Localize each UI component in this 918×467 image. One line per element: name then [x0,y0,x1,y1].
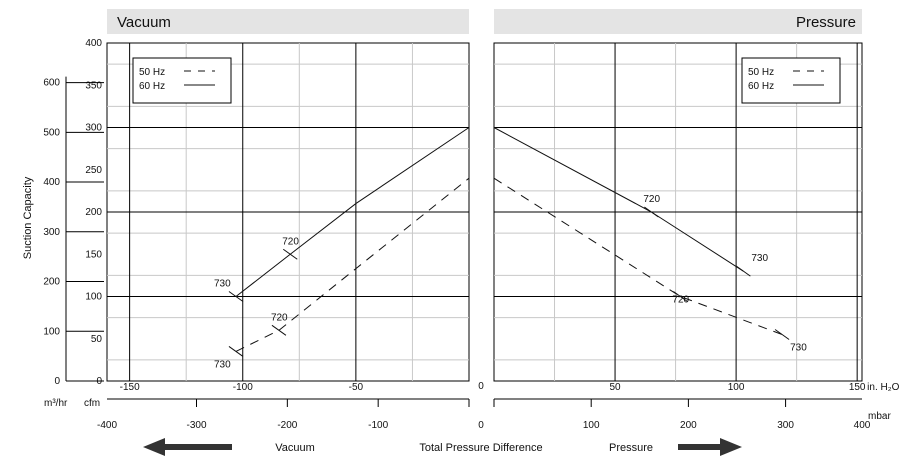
pressure-model-marker [673,291,688,302]
vacuum-model-marker [271,324,287,336]
vacuum-model-label: 730 [214,279,231,290]
pressure-arrow-label: Pressure [609,442,653,454]
vacuum-arrow-label: Vacuum [275,442,315,454]
y-cfm-tick-label: 350 [85,80,102,91]
pressure-legend-label: 50 Hz [748,67,774,78]
pressure-model-label: 720 [643,194,660,205]
pressure-inh2o-tick-label: 50 [609,382,621,393]
vacuum-model-label: 720 [282,236,299,247]
pressure-model-label: 730 [790,343,807,354]
vacuum-model-label: 720 [271,312,288,323]
vacuum-inh2o-tick-label: -50 [349,382,364,393]
vacuum-panel-title: Vacuum [117,14,171,31]
vacuum-inh2o-tick-label: -150 [120,382,140,393]
y-axis-title: Suction Capacity [22,176,34,259]
pressure-model-marker [736,265,751,277]
y-unit-cfm: cfm [84,398,100,409]
vacuum-model-label: 730 [214,359,231,370]
y-m3hr-tick-label: 200 [43,277,60,288]
pressure-inh2o-tick-label: 150 [849,382,866,393]
x-zero-label: 0 [478,381,484,392]
vacuum-panel-header [107,9,469,34]
vacuum-mbar-tick-label: -400 [97,420,117,431]
vacuum-legend-box [132,57,232,104]
y-cfm-tick-label: 150 [85,249,102,260]
pressure-model-label: 730 [751,253,768,264]
y-m3hr-tick-label: 600 [43,78,60,89]
y-m3hr-tick-label: 100 [43,326,60,337]
vacuum-series-50hz-line [235,177,470,352]
y-unit-m3hr: m³/hr [44,398,68,409]
y-cfm-tick-label: 300 [85,123,102,134]
pressure-mbar-tick-label: 400 [854,420,871,431]
vacuum-model-marker [228,291,244,302]
y-m3hr-tick-label: 0 [54,376,60,387]
vacuum-arrow-icon [143,438,232,456]
vacuum-series-60hz-line [235,127,470,297]
pressure-mbar-tick-label: 200 [680,420,697,431]
y-cfm-tick-label: 50 [91,334,103,345]
y-cfm-tick-label: 250 [85,165,102,176]
pressure-legend-label: 60 Hz [748,81,774,92]
pressure-legend-box [741,57,841,104]
y-m3hr-tick-label: 400 [43,177,60,188]
pressure-model-marker [644,206,659,218]
pressure-panel-title: Pressure [796,14,856,31]
vacuum-mbar-tick-label: -200 [277,420,297,431]
vacuum-mbar-tick-label: -300 [187,420,207,431]
vacuum-legend-label: 50 Hz [139,67,165,78]
pressure-mbar-tick-label: 300 [777,420,794,431]
legend-layer: 50 Hz 60 Hz 50 Hz 60 Hz [132,57,841,104]
pressure-panel-header [494,9,862,34]
x-axis-title: Total Pressure Difference [419,442,542,454]
vacuum-legend-label: 60 Hz [139,81,165,92]
pressure-model-marker [774,329,790,340]
y-m3hr-tick-label: 300 [43,227,60,238]
inh2o-unit-label: in. H₂O [867,382,899,393]
y-m3hr-tick-label: 500 [43,127,60,138]
pressure-series-50hz-line [493,177,783,335]
vacuum-inh2o-tick-label: -100 [233,382,253,393]
vacuum-model-marker [282,248,298,260]
mbar-unit-label: mbar [868,411,891,422]
pressure-inh2o-tick-label: 100 [728,382,745,393]
y-cfm-tick-label: 200 [85,207,102,218]
y-cfm-tick-label: 100 [85,292,102,303]
mbar-zero-label: 0 [478,420,484,431]
vacuum-mbar-tick-label: -100 [368,420,388,431]
pressure-arrow-icon [678,438,742,456]
annotations-layer: 720 730 720 730 720 730 720 730 [214,194,807,370]
pressure-model-label: 720 [672,295,689,306]
pressure-mbar-tick-label: 100 [583,420,600,431]
vacuum-model-marker [228,346,244,357]
y-cfm-tick-label: 400 [85,38,102,49]
